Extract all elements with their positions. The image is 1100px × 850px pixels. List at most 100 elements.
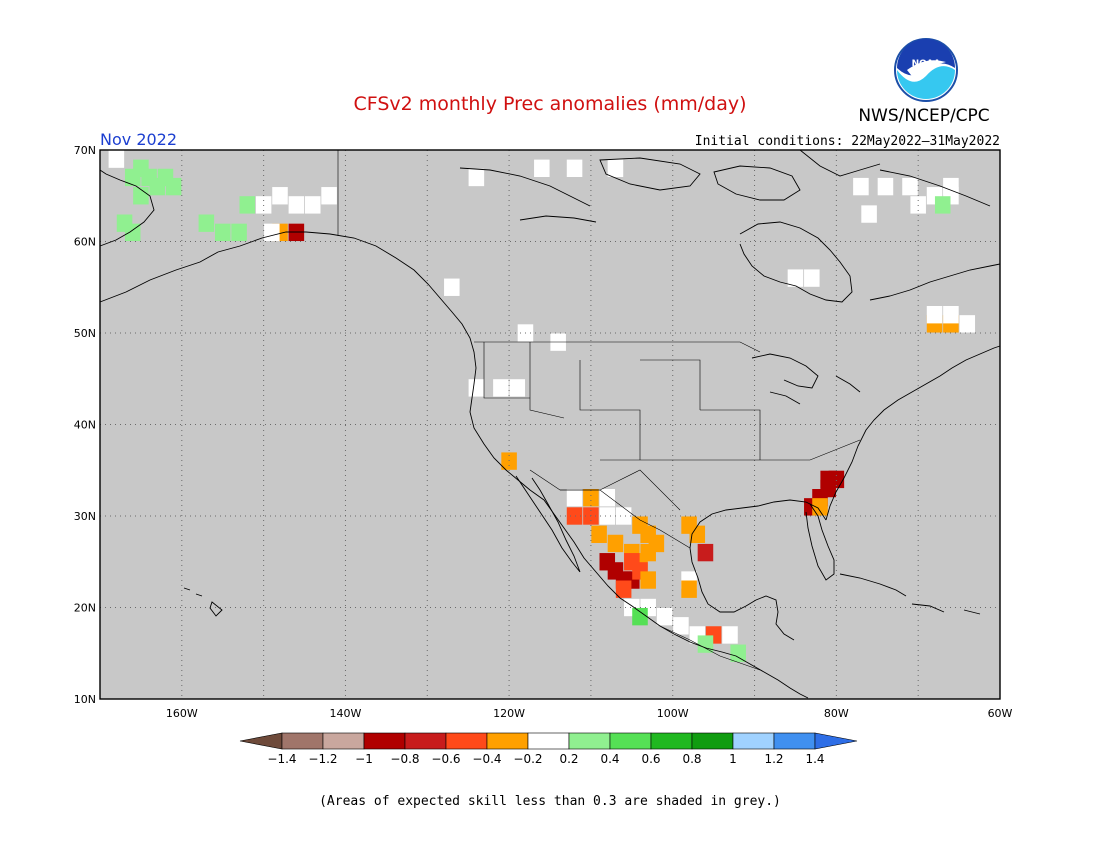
- colorbar-label: −1: [355, 752, 373, 766]
- colorbar-box: [773, 732, 816, 750]
- colorbar-label: 1.2: [764, 752, 783, 766]
- anomaly-cell: [615, 580, 632, 598]
- latitude-label: 60N: [74, 236, 96, 249]
- latitude-label: 30N: [74, 510, 96, 523]
- colorbar-box: [363, 732, 406, 750]
- anomaly-cell: [787, 269, 804, 287]
- anomaly-cell: [501, 452, 517, 470]
- longitude-label: 60W: [988, 707, 1013, 720]
- colorbar: −1.4 −1.2 −1 −0.8 −0.6 −0.4 −0.2 0.2 0.4 0.6 0.8 1 1…: [239, 732, 858, 766]
- colorbar-box: [404, 732, 447, 750]
- anomaly-cell: [214, 223, 231, 242]
- map-panel: [99, 149, 1001, 700]
- anomaly-cell: [640, 571, 656, 589]
- map-frame: [99, 149, 1001, 700]
- anomaly-cell: [681, 580, 697, 598]
- longitude-label: 80W: [824, 707, 849, 720]
- latitude-label: 40N: [74, 419, 96, 432]
- colorbar-label: −0.6: [431, 752, 460, 766]
- anomaly-cell: [468, 168, 485, 187]
- colorbar-label: −0.4: [472, 752, 501, 766]
- skill-note: (Areas of expected skill less than 0.3 a…: [319, 794, 781, 809]
- anomaly-cell: [804, 269, 820, 287]
- colorbar-label: −0.8: [390, 752, 419, 766]
- anomaly-cell: [934, 196, 951, 214]
- anomaly-cell: [877, 177, 894, 196]
- chart-title: CFSv2 monthly Prec anomalies (mm/day): [353, 93, 746, 115]
- latitude-label: 10N: [74, 693, 96, 706]
- colorbar-box: [650, 732, 693, 750]
- valid-month-label: Nov 2022: [100, 130, 177, 149]
- colorbar-box: [486, 732, 529, 750]
- anomaly-cell: [264, 223, 280, 242]
- colorbar-label: 0.2: [559, 752, 578, 766]
- anomaly-cell: [943, 306, 959, 324]
- anomaly-cell: [444, 278, 460, 296]
- anomaly-cell: [566, 507, 583, 525]
- noaa-logo-text: NOAA: [912, 59, 941, 69]
- anomaly-cell: [255, 196, 272, 214]
- anomaly-cell: [624, 553, 640, 571]
- colorbar-label: −1.4: [267, 752, 296, 766]
- initial-conditions-label: Initial conditions: 22May2022–31May2022: [695, 134, 1000, 149]
- colorbar-label: 1.4: [805, 752, 824, 766]
- anomaly-cell: [124, 168, 141, 187]
- longitude-label: 100W: [657, 707, 689, 720]
- anomaly-cell: [231, 223, 247, 242]
- latitude-label: 50N: [74, 327, 96, 340]
- anomaly-cell: [534, 159, 550, 177]
- political-borders: [337, 150, 861, 671]
- anomaly-cell: [288, 196, 305, 214]
- colorbar-label: 0.4: [600, 752, 619, 766]
- anomaly-cell: [198, 214, 215, 232]
- colorbar-low-extreme: [239, 732, 283, 750]
- anomaly-cell: [124, 223, 141, 242]
- anomaly-cell: [902, 177, 918, 196]
- anomaly-cell: [272, 187, 288, 205]
- longitude-label: 140W: [330, 707, 362, 720]
- anomaly-cell: [599, 507, 616, 525]
- colorbar-box: [691, 732, 734, 750]
- anomaly-cell: [910, 196, 926, 214]
- anomaly-cell: [304, 196, 321, 214]
- anomaly-cell: [730, 644, 746, 662]
- anomaly-cell: [632, 607, 648, 626]
- anomaly-cell: [468, 379, 485, 397]
- anomaly-cell: [321, 187, 337, 205]
- colorbar-boxes: [239, 732, 858, 750]
- anomaly-cell: [697, 543, 714, 562]
- colorbar-box: [445, 732, 488, 750]
- anomaly-cell: [959, 315, 976, 333]
- latitude-label: 70N: [74, 144, 96, 157]
- longitude-label: 160W: [166, 707, 198, 720]
- anomaly-cell: [566, 489, 583, 507]
- anomaly-cell: [689, 525, 706, 543]
- anomaly-cell: [656, 607, 673, 626]
- longitude-labels: 160W 140W 120W 100W 80W 60W: [166, 707, 1013, 720]
- anomaly-cell: [853, 177, 869, 196]
- anomaly-cell: [607, 534, 624, 553]
- longitude-label: 120W: [493, 707, 525, 720]
- anomaly-cell: [149, 177, 166, 196]
- anomaly-cell: [648, 534, 665, 553]
- anomaly-cell: [697, 635, 714, 653]
- anomaly-cell: [861, 205, 877, 223]
- coastlines: [99, 149, 1001, 699]
- colorbar-label: −1.2: [308, 752, 337, 766]
- anomaly-cell: [812, 498, 828, 516]
- anomaly-cell: [493, 379, 509, 397]
- anomaly-cell: [722, 626, 738, 644]
- anomaly-cell: [607, 159, 624, 177]
- anomaly-cell: [599, 489, 616, 507]
- colorbar-box: [568, 732, 611, 750]
- anomaly-cell: [239, 196, 256, 214]
- anomaly-cell: [583, 489, 599, 507]
- agency-label: NWS/NCEP/CPC: [858, 106, 989, 126]
- noaa-logo: NOAA: [894, 38, 958, 102]
- anomaly-cell: [165, 177, 182, 196]
- colorbar-box: [281, 732, 324, 750]
- anomaly-cell: [943, 177, 959, 196]
- anomaly-cell: [673, 617, 689, 635]
- colorbar-box: [527, 732, 570, 750]
